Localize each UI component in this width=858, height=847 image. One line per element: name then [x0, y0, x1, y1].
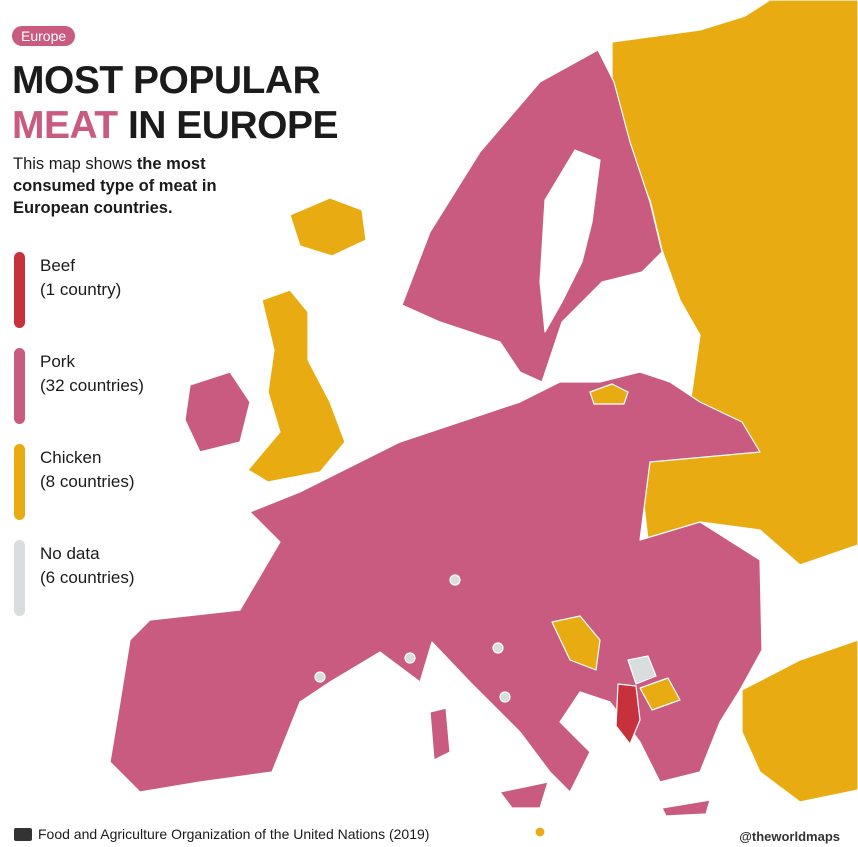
legend-text: Pork (32 countries)	[40, 350, 144, 398]
source: Food and Agriculture Organization of the…	[14, 826, 429, 842]
no-data-dot	[449, 574, 461, 586]
title-line: MOST POPULAR	[12, 59, 321, 102]
baltic-sea	[539, 149, 601, 333]
no-data-dot	[404, 652, 416, 664]
region-pork-ireland	[184, 371, 251, 453]
title-line: MEAT IN EUROPE	[12, 103, 338, 148]
legend-label: Pork	[40, 352, 75, 371]
description-emphasis: the most consumed type of meat in Europe…	[13, 155, 217, 217]
no-data-dot	[314, 671, 326, 683]
legend-swatch	[14, 540, 25, 616]
legend-swatch	[14, 444, 25, 520]
region-pork-scandinavia	[401, 49, 663, 383]
region-nodata-kosovo	[627, 655, 657, 685]
description: This map shows the most consumed type of…	[13, 153, 238, 219]
no-data-dot	[492, 642, 504, 654]
region-chicken-bosnia	[551, 615, 601, 671]
legend-label: Chicken	[40, 448, 102, 467]
region-beef-albania	[615, 683, 641, 745]
legend-label: No data	[40, 544, 100, 563]
legend-count: (8 countries)	[40, 472, 135, 491]
legend-count: (1 country)	[40, 280, 122, 299]
credit: @theworldmaps	[739, 829, 840, 844]
legend-count: (6 countries)	[40, 568, 135, 587]
region-chicken-macedonia	[639, 677, 681, 711]
title-highlight: MEAT	[12, 104, 118, 147]
description-intro: This map shows	[13, 155, 133, 173]
legend-count: (32 countries)	[40, 376, 144, 395]
region-pork-mainland	[109, 371, 763, 793]
legend-swatch	[14, 252, 25, 328]
region-chicken-uk	[247, 289, 346, 483]
region-pork-sicily	[499, 781, 549, 809]
region-chicken-east	[611, 0, 858, 566]
legend-label: Beef	[40, 256, 75, 275]
region-chicken-iceland	[289, 197, 367, 257]
source-text: Food and Agriculture Organization of the…	[38, 826, 430, 842]
region-chicken-turkey	[741, 639, 858, 803]
region-chicken-kaliningrad	[589, 383, 629, 405]
legend-text: No data (6 countries)	[40, 542, 134, 590]
legend-text: Chicken (8 countries)	[40, 446, 134, 494]
legend-text: Beef (1 country)	[40, 254, 121, 302]
chicken-dot	[534, 826, 546, 838]
title-rest: IN EUROPE	[127, 104, 339, 147]
legend-swatch	[14, 348, 25, 424]
region-badge: Europe	[12, 26, 76, 46]
no-data-dot	[499, 691, 511, 703]
region-pork-crete	[661, 799, 711, 817]
source-icon	[14, 827, 32, 841]
title: MOST POPULAR MEAT IN EUROPE	[12, 58, 338, 148]
region-pork-sardinia	[429, 707, 451, 761]
